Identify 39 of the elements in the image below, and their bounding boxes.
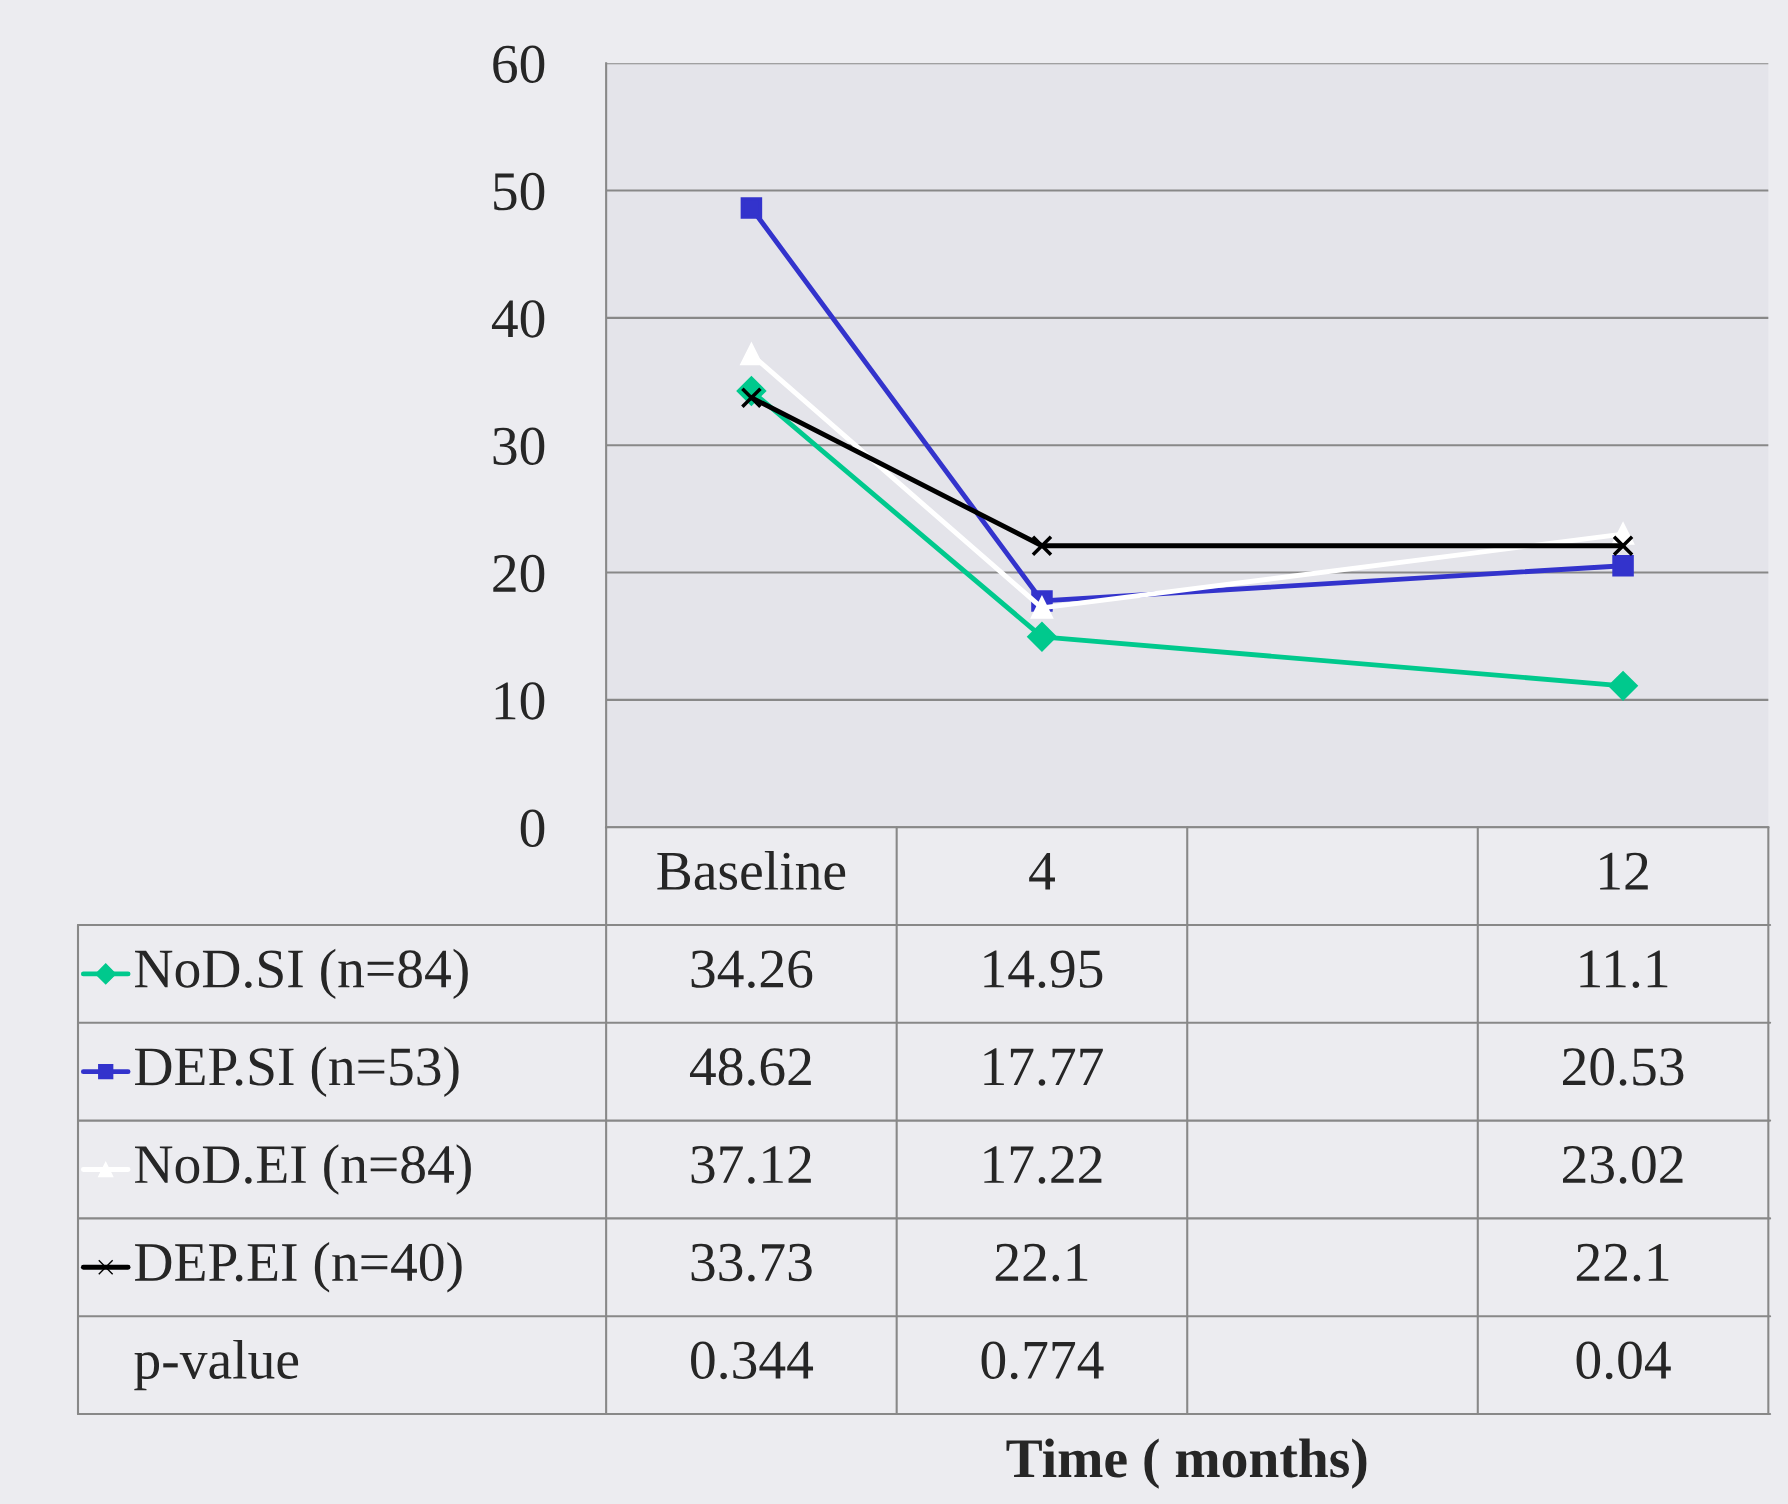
data-label: 37.12: [691, 1146, 811, 1184]
y-tick-label: 50: [494, 172, 545, 211]
text: 0.774: [981, 1341, 1104, 1380]
x-tick-label: 12: [1600, 852, 1648, 890]
point: [1608, 671, 1638, 701]
y-tick-label: 20: [493, 554, 545, 593]
data-label: 14.95: [984, 950, 1103, 989]
x-tick-label: Baseline: [657, 850, 846, 890]
data-label: 34.26: [691, 950, 813, 989]
text: 0.344: [691, 1341, 814, 1380]
legend-label: NoD.SI (n=84): [135, 948, 468, 1000]
legend-label: NoD.EI (n=84): [135, 1144, 471, 1195]
text: 0.04: [1576, 1341, 1671, 1380]
y-tick-label: 60: [493, 45, 545, 83]
point: [740, 197, 763, 219]
x-tick-label: 4: [1029, 852, 1055, 890]
data-label: 20.53: [1563, 1048, 1684, 1086]
legend-label: DEP.EI (n=40): [135, 1242, 462, 1293]
y-tick-label: 40: [491, 300, 545, 338]
point: [1031, 597, 1053, 619]
point: [1612, 535, 1634, 557]
y-tick-label: 0: [520, 809, 545, 848]
text: p-value: [134, 1339, 299, 1391]
point: [1612, 555, 1634, 577]
data-label: 11.1: [1580, 950, 1668, 989]
y-tick-label: 10: [495, 682, 545, 720]
text: Time ( months): [1006, 1438, 1367, 1489]
data-label: 23.02: [1563, 1145, 1683, 1184]
point: [1031, 535, 1053, 557]
data-label: 48.62: [689, 1048, 811, 1086]
data-label: 22.1: [1576, 1243, 1669, 1282]
data-label: 17.22: [984, 1146, 1102, 1184]
data-label: 17.77: [984, 1048, 1103, 1086]
y-tick-label: 30: [493, 427, 545, 466]
point: [740, 343, 763, 366]
data-label: 22.1: [995, 1243, 1088, 1282]
point: [1027, 622, 1057, 652]
data-label: 33.73: [691, 1243, 812, 1282]
legend-label: DEP.SI (n=53): [135, 1046, 459, 1097]
